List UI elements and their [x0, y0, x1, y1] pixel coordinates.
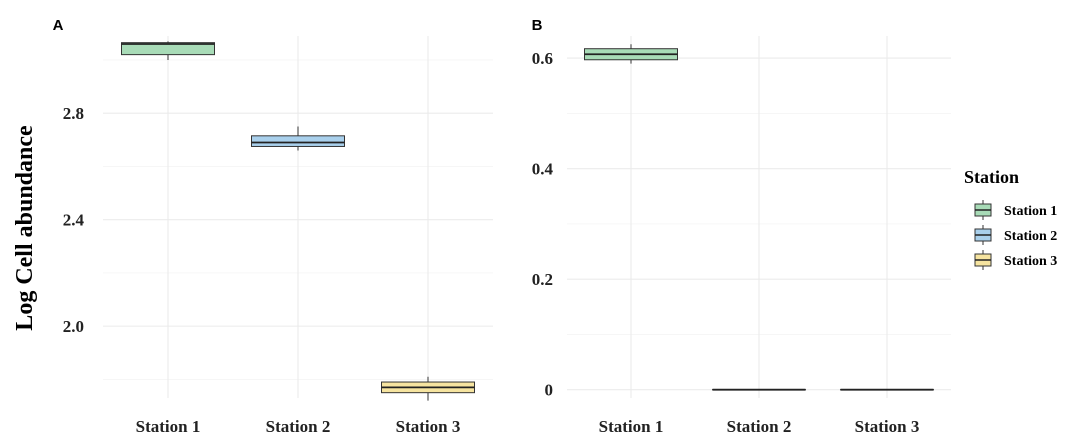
x-tick-label: Station 1	[599, 417, 664, 434]
panel-label-a: A	[53, 17, 64, 34]
panel-a: A 2.0 2.4 2.8 Station 1 Station 2 Station 3	[53, 17, 493, 434]
x-tick-label: Station 2	[727, 417, 792, 434]
y-tick-label: 0	[545, 381, 554, 400]
x-tick-label: Station 3	[855, 417, 920, 434]
y-tick-label: 2.0	[63, 317, 84, 336]
y-tick-label: 2.8	[63, 104, 84, 123]
x-tick-label: Station 3	[396, 417, 461, 434]
y-tick-label: 0.2	[532, 270, 553, 289]
y-tick-label: 0.4	[532, 160, 554, 179]
legend-label: Station 1	[1004, 204, 1057, 219]
y-tick-label: 2.4	[63, 211, 85, 230]
box-body	[121, 42, 215, 56]
x-tick-label: Station 1	[136, 417, 201, 434]
legend-label: Station 3	[1004, 254, 1057, 269]
y-tick-label: 0.6	[532, 49, 553, 68]
legend: Station Station 1 Station 2 Station 3	[964, 167, 1057, 270]
x-tick-label: Station 2	[266, 417, 331, 434]
panel-label-b: B	[532, 17, 543, 34]
legend-label: Station 2	[1004, 229, 1057, 244]
panel-b: B 0 0.2 0.4 0.6 Station 1 Station 2 Station 3	[532, 17, 951, 434]
box-body	[251, 135, 345, 147]
legend-title: Station	[964, 167, 1019, 187]
y-axis-label: Log Cell abundance	[12, 125, 38, 331]
